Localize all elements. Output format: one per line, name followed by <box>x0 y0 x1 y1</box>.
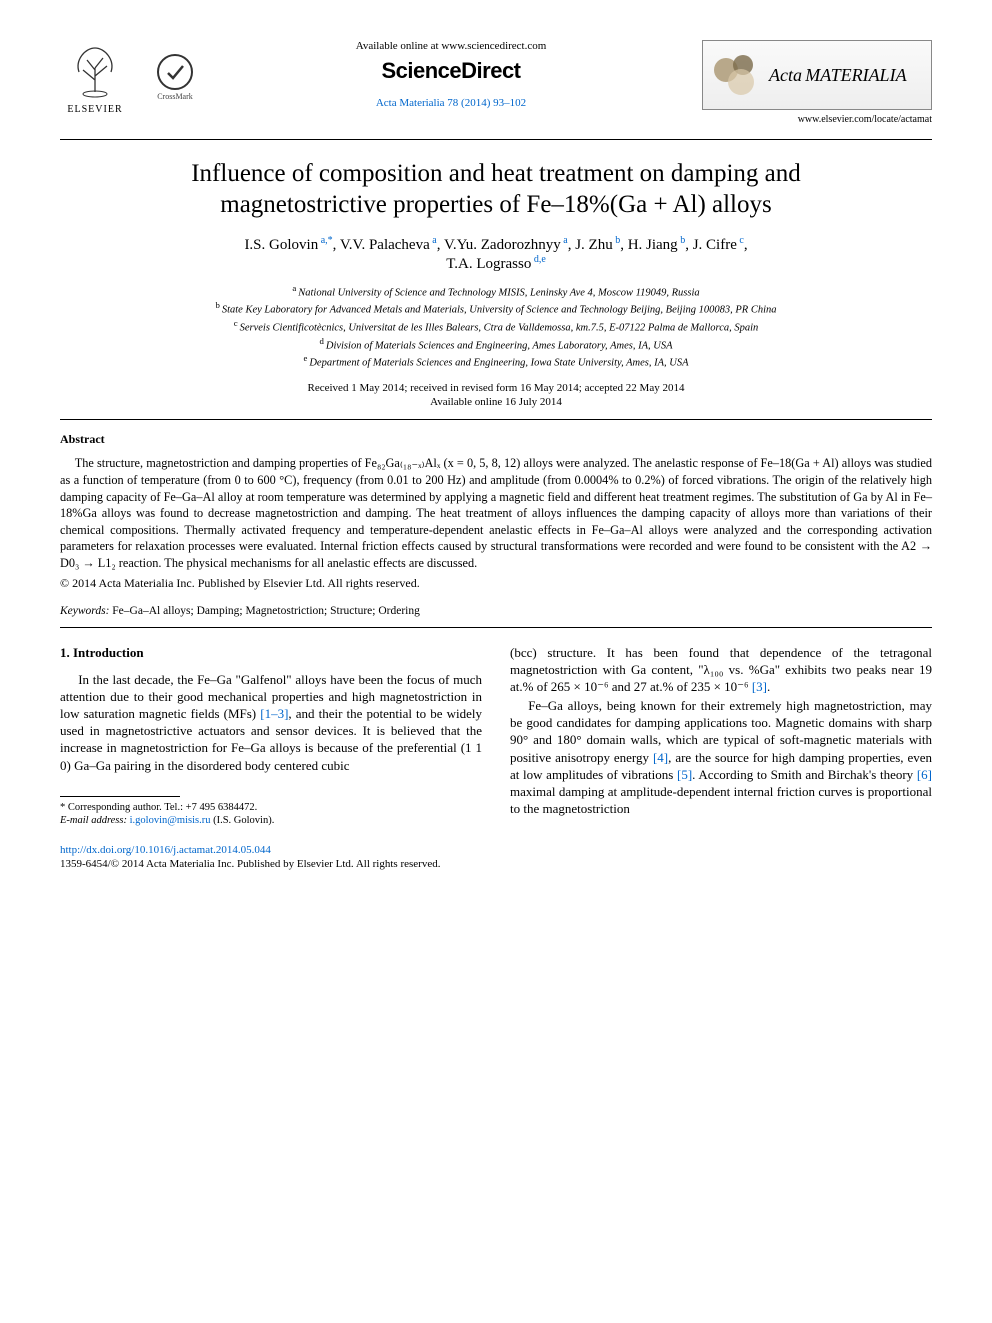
ref-link[interactable]: [1–3] <box>260 706 288 721</box>
affil-sup[interactable]: c <box>737 235 744 246</box>
corr-author-line: * Corresponding author. Tel.: +7 495 638… <box>60 801 482 815</box>
affil-a: National University of Science and Techn… <box>298 287 699 298</box>
ref-link[interactable]: [3] <box>752 679 767 694</box>
journal-reference-link[interactable]: Acta Materialia 78 (2014) 93–102 <box>376 97 526 109</box>
header-center: Available online at www.sciencedirect.co… <box>200 40 702 110</box>
abstract-bottom-rule <box>60 627 932 628</box>
crossmark-badge[interactable]: CrossMark <box>150 53 200 103</box>
affil-sup[interactable]: a <box>561 235 568 246</box>
sciencedirect-logo-text: ScienceDirect <box>210 58 692 84</box>
abstract-body: The structure, magnetostriction and damp… <box>60 455 932 571</box>
abstract-text: The structure, magnetostriction and damp… <box>60 455 932 571</box>
affil-sup[interactable]: b <box>678 235 686 246</box>
footnote-rule <box>60 796 180 797</box>
header-left: ELSEVIER CrossMark <box>60 40 200 115</box>
article-dates: Received 1 May 2014; received in revised… <box>60 381 932 410</box>
email-link[interactable]: i.golovin@misis.ru <box>130 815 211 826</box>
header: ELSEVIER CrossMark Available online at w… <box>60 40 932 125</box>
crossmark-icon <box>157 54 193 90</box>
ref-link[interactable]: [5] <box>677 767 692 782</box>
abstract-copyright: © 2014 Acta Materialia Inc. Published by… <box>60 576 932 591</box>
affil-b: State Key Laboratory for Advanced Metals… <box>222 305 777 316</box>
available-online-text: Available online at www.sciencedirect.co… <box>210 40 692 52</box>
ref-link[interactable]: [4] <box>653 750 668 765</box>
right-column: (bcc) structure. It has been found that … <box>510 644 932 828</box>
author: H. Jiang <box>628 237 678 253</box>
affil-d: Division of Materials Sciences and Engin… <box>326 340 673 351</box>
author: J. Cifre <box>693 237 737 253</box>
author: I.S. Golovin <box>244 237 318 253</box>
ref-link[interactable]: [6] <box>917 767 932 782</box>
affil-c: Serveis Cientificotècnics, Universitat d… <box>240 322 759 333</box>
header-divider <box>60 139 932 140</box>
author: V.V. Palacheva <box>340 237 430 253</box>
email-label: E-mail address: <box>60 815 127 826</box>
section-heading: 1. Introduction <box>60 644 482 661</box>
article-title: Influence of composition and heat treatm… <box>120 158 872 221</box>
elsevier-tree-icon <box>65 40 125 100</box>
author: J. Zhu <box>575 237 613 253</box>
affil-e: Department of Materials Sciences and Eng… <box>309 358 688 369</box>
intro-paragraph-1-cont: (bcc) structure. It has been found that … <box>510 644 932 695</box>
crossmark-label: CrossMark <box>157 92 193 101</box>
available-online-date: Available online 16 July 2014 <box>60 395 932 409</box>
intro-paragraph-1: In the last decade, the Fe–Ga "Galfenol"… <box>60 671 482 774</box>
email-paren: (I.S. Golovin). <box>213 815 274 826</box>
journal-banner: Acta MATERIALIA <box>702 40 932 110</box>
locate-url: www.elsevier.com/locate/actamat <box>702 114 932 125</box>
journal-banner-title: Acta MATERIALIA <box>769 65 907 86</box>
doi-link[interactable]: http://dx.doi.org/10.1016/j.actamat.2014… <box>60 844 932 856</box>
elsevier-logo: ELSEVIER <box>60 40 130 115</box>
authors-line: I.S. Golovin a,*, V.V. Palacheva a, V.Yu… <box>60 235 932 273</box>
journal-banner-icon <box>711 50 761 100</box>
affil-sup[interactable]: a, <box>318 235 327 246</box>
header-right: Acta MATERIALIA www.elsevier.com/locate/… <box>702 40 932 125</box>
keywords-text: Fe–Ga–Al alloys; Damping; Magnetostricti… <box>112 605 420 617</box>
received-dates: Received 1 May 2014; received in revised… <box>60 381 932 395</box>
elsevier-label: ELSEVIER <box>67 104 122 115</box>
abstract-label: Abstract <box>60 432 932 447</box>
body-columns: 1. Introduction In the last decade, the … <box>60 644 932 828</box>
footer-copyright: 1359-6454/© 2014 Acta Materialia Inc. Pu… <box>60 858 932 870</box>
affiliations: aNational University of Science and Tech… <box>60 283 932 371</box>
keywords-label: Keywords: <box>60 605 109 617</box>
intro-paragraph-2: Fe–Ga alloys, being known for their extr… <box>510 697 932 817</box>
corr-sup[interactable]: * <box>328 235 333 246</box>
author: T.A. Lograsso <box>446 256 531 272</box>
abstract-top-rule <box>60 419 932 420</box>
author: V.Yu. Zadorozhnyy <box>444 237 561 253</box>
corresponding-footnote: * Corresponding author. Tel.: +7 495 638… <box>60 801 482 828</box>
affil-sup[interactable]: b <box>613 235 621 246</box>
affil-sup[interactable]: a <box>430 235 437 246</box>
keywords-line: Keywords: Fe–Ga–Al alloys; Damping; Magn… <box>60 605 932 617</box>
left-column: 1. Introduction In the last decade, the … <box>60 644 482 828</box>
affil-sup[interactable]: d,e <box>531 254 545 265</box>
